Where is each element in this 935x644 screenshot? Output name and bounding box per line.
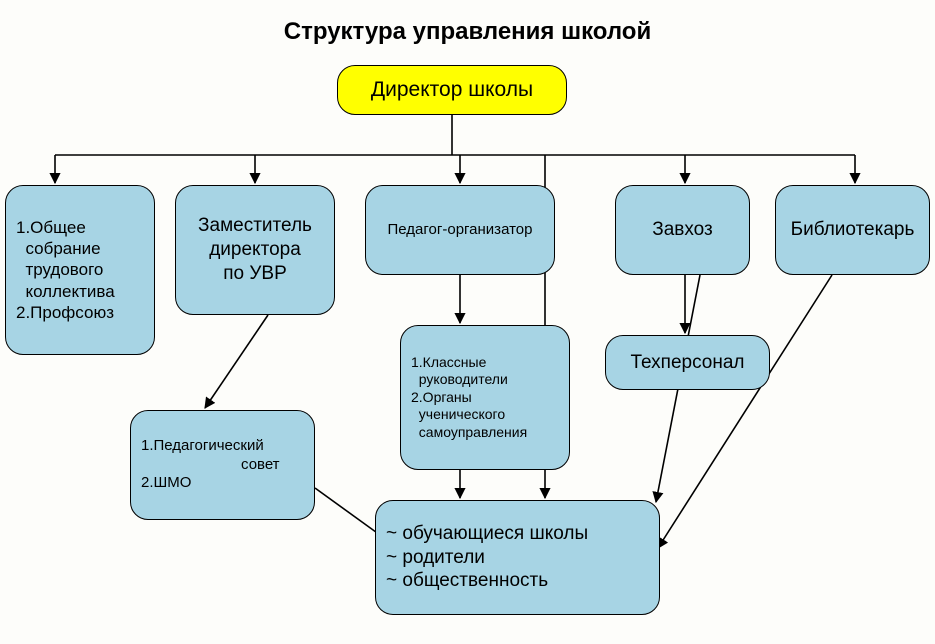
node-text-line: собрание <box>16 238 101 259</box>
node-text-line: 1.Общее <box>16 217 86 238</box>
node-deputy-director: Заместительдиректорапо УВР <box>175 185 335 315</box>
node-text-line: Директор школы <box>371 77 533 103</box>
node-text-line: ученического <box>411 406 505 424</box>
node-text-line: Библиотекарь <box>791 218 915 242</box>
node-text-line: 2.Органы <box>411 389 472 407</box>
node-text-line: Педагог-организатор <box>388 221 533 240</box>
node-text-line: коллектива <box>16 281 115 302</box>
node-tech-staff: Техперсонал <box>605 335 770 390</box>
node-text-line: 2.Профсоюз <box>16 302 114 323</box>
node-text-line: совет <box>141 456 280 475</box>
node-general-assembly: 1.Общее собрание трудового коллектива2.П… <box>5 185 155 355</box>
node-text-line: Техперсонал <box>630 351 744 375</box>
node-text-line: Заместитель <box>198 214 312 238</box>
node-text-line: руководители <box>411 371 508 389</box>
node-organizer: Педагог-организатор <box>365 185 555 275</box>
node-director: Директор школы <box>337 65 567 115</box>
node-community: ~ обучающиеся школы~ родители~ обществен… <box>375 500 660 615</box>
node-text-line: 1.Классные <box>411 354 486 372</box>
node-text-line: ~ общественность <box>386 569 548 593</box>
node-ped-council: 1.Педагогический совет2.ШМО <box>130 410 315 520</box>
node-text-line: 2.ШМО <box>141 474 191 493</box>
node-text-line: Завхоз <box>652 218 713 242</box>
node-text-line: ~ родители <box>386 546 485 570</box>
node-text-line: 1.Педагогический <box>141 437 264 456</box>
node-text-line: по УВР <box>223 262 287 286</box>
node-librarian: Библиотекарь <box>775 185 930 275</box>
node-class-heads: 1.Классные руководители2.Органы ученичес… <box>400 325 570 470</box>
diagram-title: Структура управления школой <box>0 18 935 46</box>
node-facility-manager: Завхоз <box>615 185 750 275</box>
node-text-line: самоуправления <box>411 424 527 442</box>
node-text-line: ~ обучающиеся школы <box>386 522 588 546</box>
node-text-line: директора <box>209 238 301 262</box>
node-text-line: трудового <box>16 259 103 280</box>
